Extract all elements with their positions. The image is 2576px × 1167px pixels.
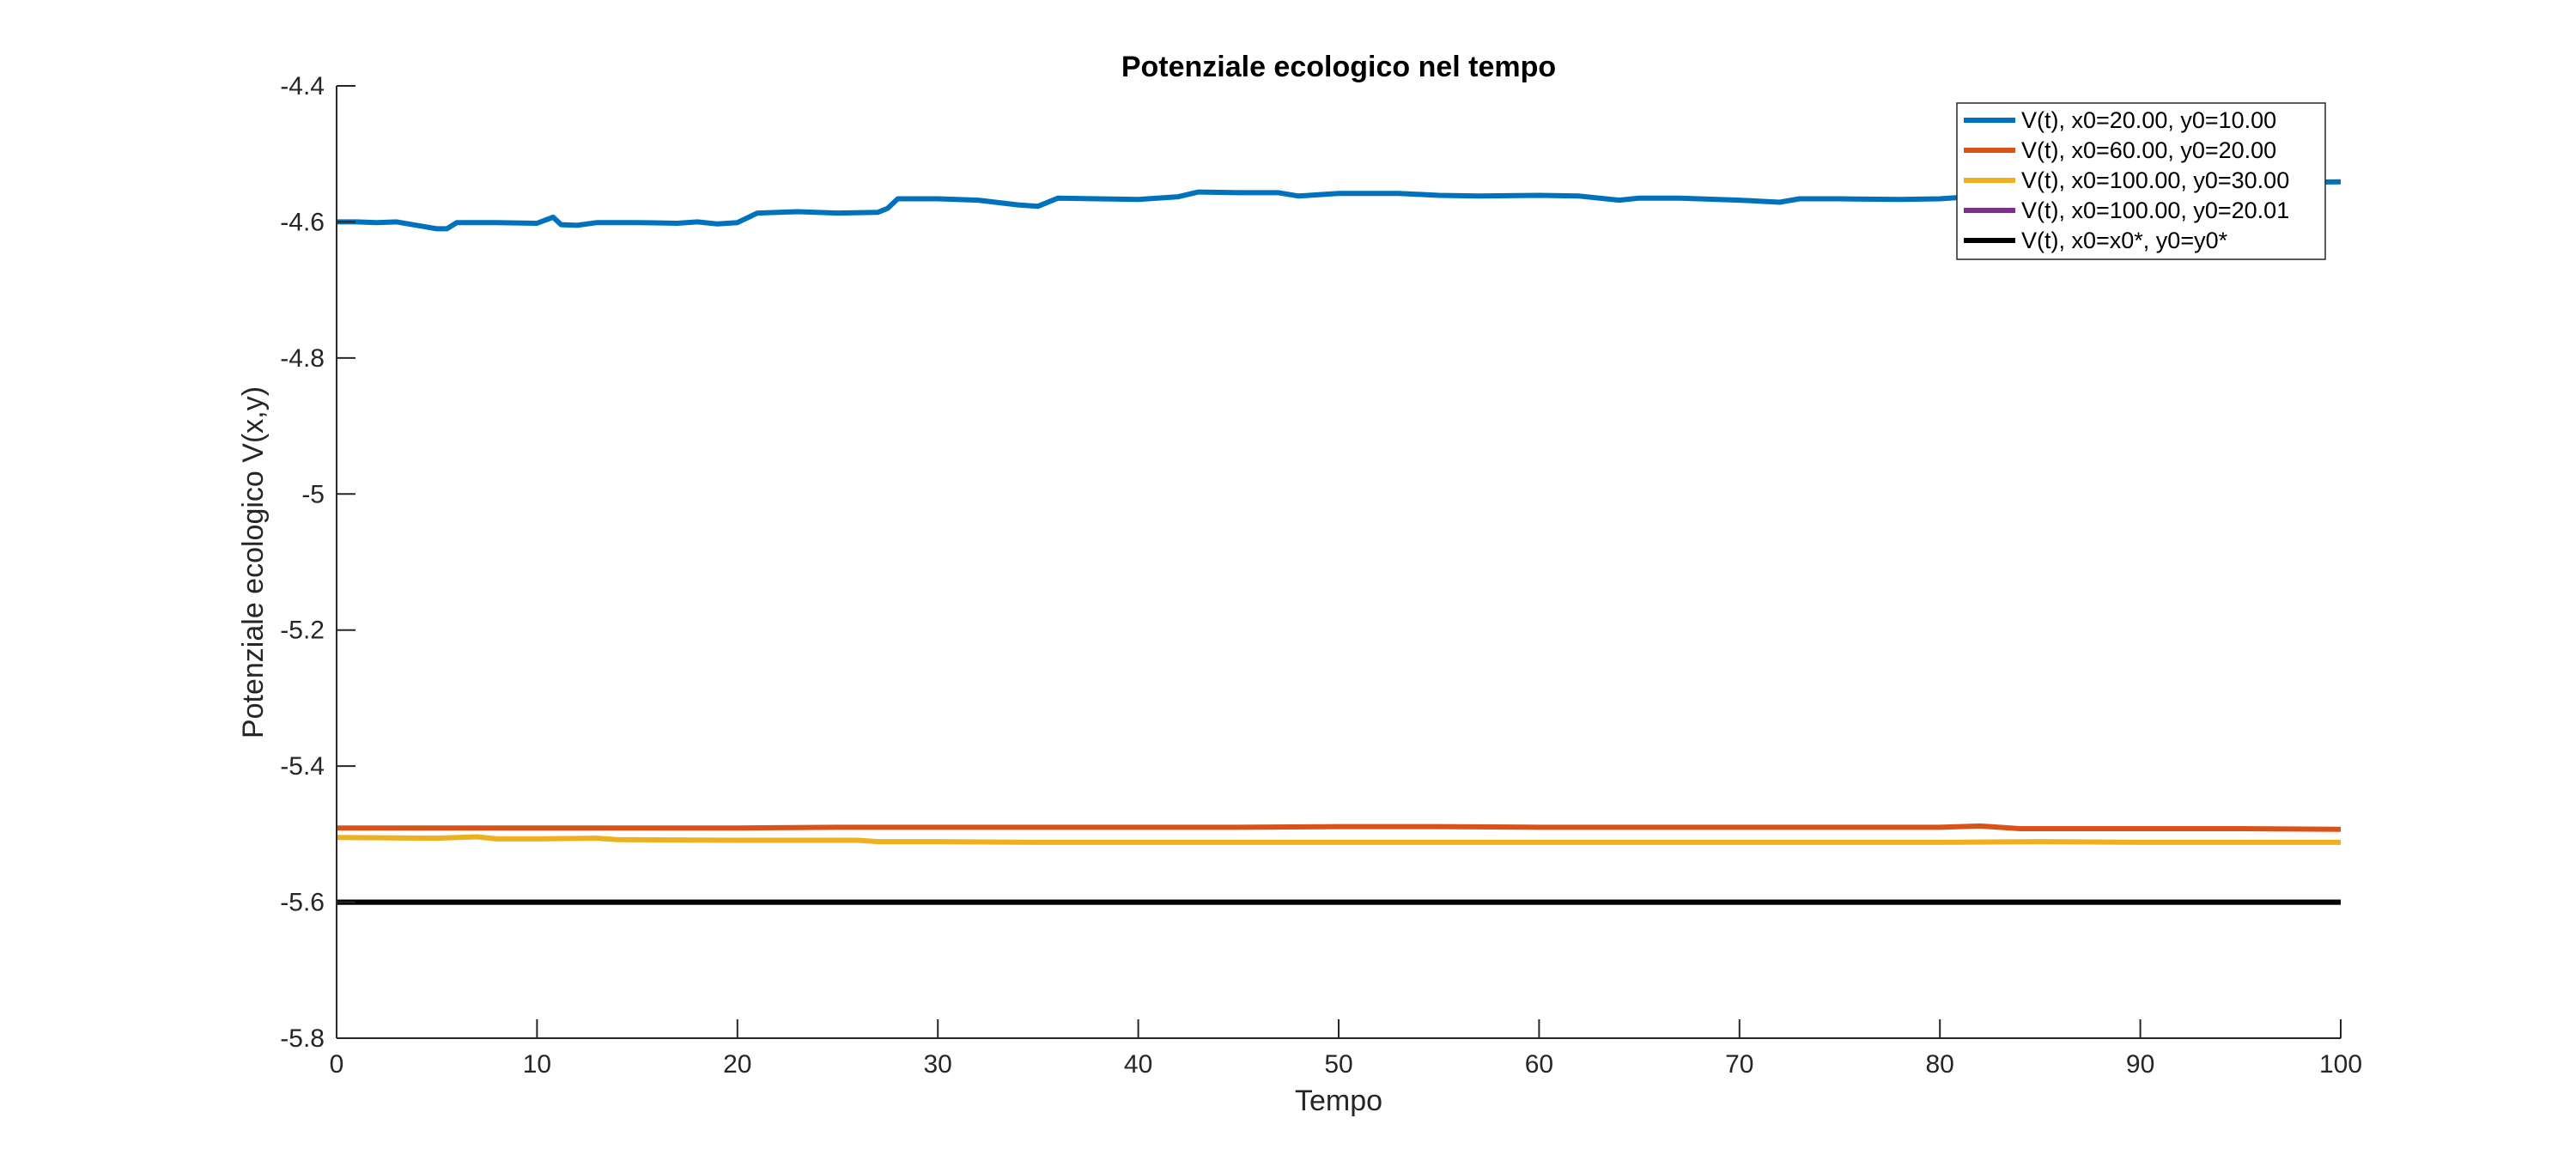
series-line-3 [336,834,2341,845]
legend-box [1956,102,2326,260]
y-tick-label: -5.4 [280,752,325,781]
y-tick-label: -4.4 [280,72,325,100]
x-tick-label: 40 [1124,1050,1152,1079]
y-tick-label: -5.8 [280,1024,325,1053]
x-tick-label: 80 [1926,1050,1954,1079]
x-tick-label: 0 [330,1050,344,1079]
x-axis-title: Tempo [1295,1085,1382,1117]
legend-label-1: V(t), x0=20.00, y0=10.00 [2021,107,2276,133]
x-tick-label: 30 [924,1050,952,1079]
y-tick-label: -5.6 [280,889,325,917]
legend-label-2: V(t), x0=60.00, y0=20.00 [2021,137,2276,163]
series-line-2 [337,823,2342,832]
x-tick-label: 90 [2126,1050,2154,1079]
chart-title: Potenziale ecologico nel tempo [1121,51,1556,83]
legend-label-5: V(t), x0=x0*, y0=y0* [2021,228,2228,253]
x-tick-label: 70 [1725,1050,1753,1079]
x-tick-label: 100 [2319,1050,2362,1079]
y-tick-label: -4.6 [280,208,325,236]
series-layer [336,179,2342,905]
legend-label-4: V(t), x0=100.00, y0=20.01 [2021,198,2289,223]
legend-label-3: V(t), x0=100.00, y0=30.00 [2021,167,2289,193]
x-tick-label: 10 [523,1050,551,1079]
y-tick-label: -5.2 [280,617,325,645]
y-ticks: -4.4 -4.6 -4.8 -5 -5.2 -5.4 -5.6 -5.8 [280,72,355,1053]
x-tick-label: 20 [723,1050,751,1079]
y-tick-label: -4.8 [280,344,325,373]
y-tick-label: -5 [301,480,325,508]
series-line-1 [337,179,2342,232]
x-tick-label: 60 [1525,1050,1553,1079]
legend-items: V(t), x0=20.00, y0=10.00 V(t), x0=60.00, … [1964,107,2289,253]
y-axis-title: Potenziale ecologico V(x,y) [237,386,270,738]
x-tick-label: 50 [1324,1050,1352,1079]
legend: V(t), x0=20.00, y0=10.00 V(t), x0=60.00, … [1956,102,2326,260]
x-ticks: 0 10 20 30 40 50 60 70 80 90 100 [330,1019,2362,1079]
